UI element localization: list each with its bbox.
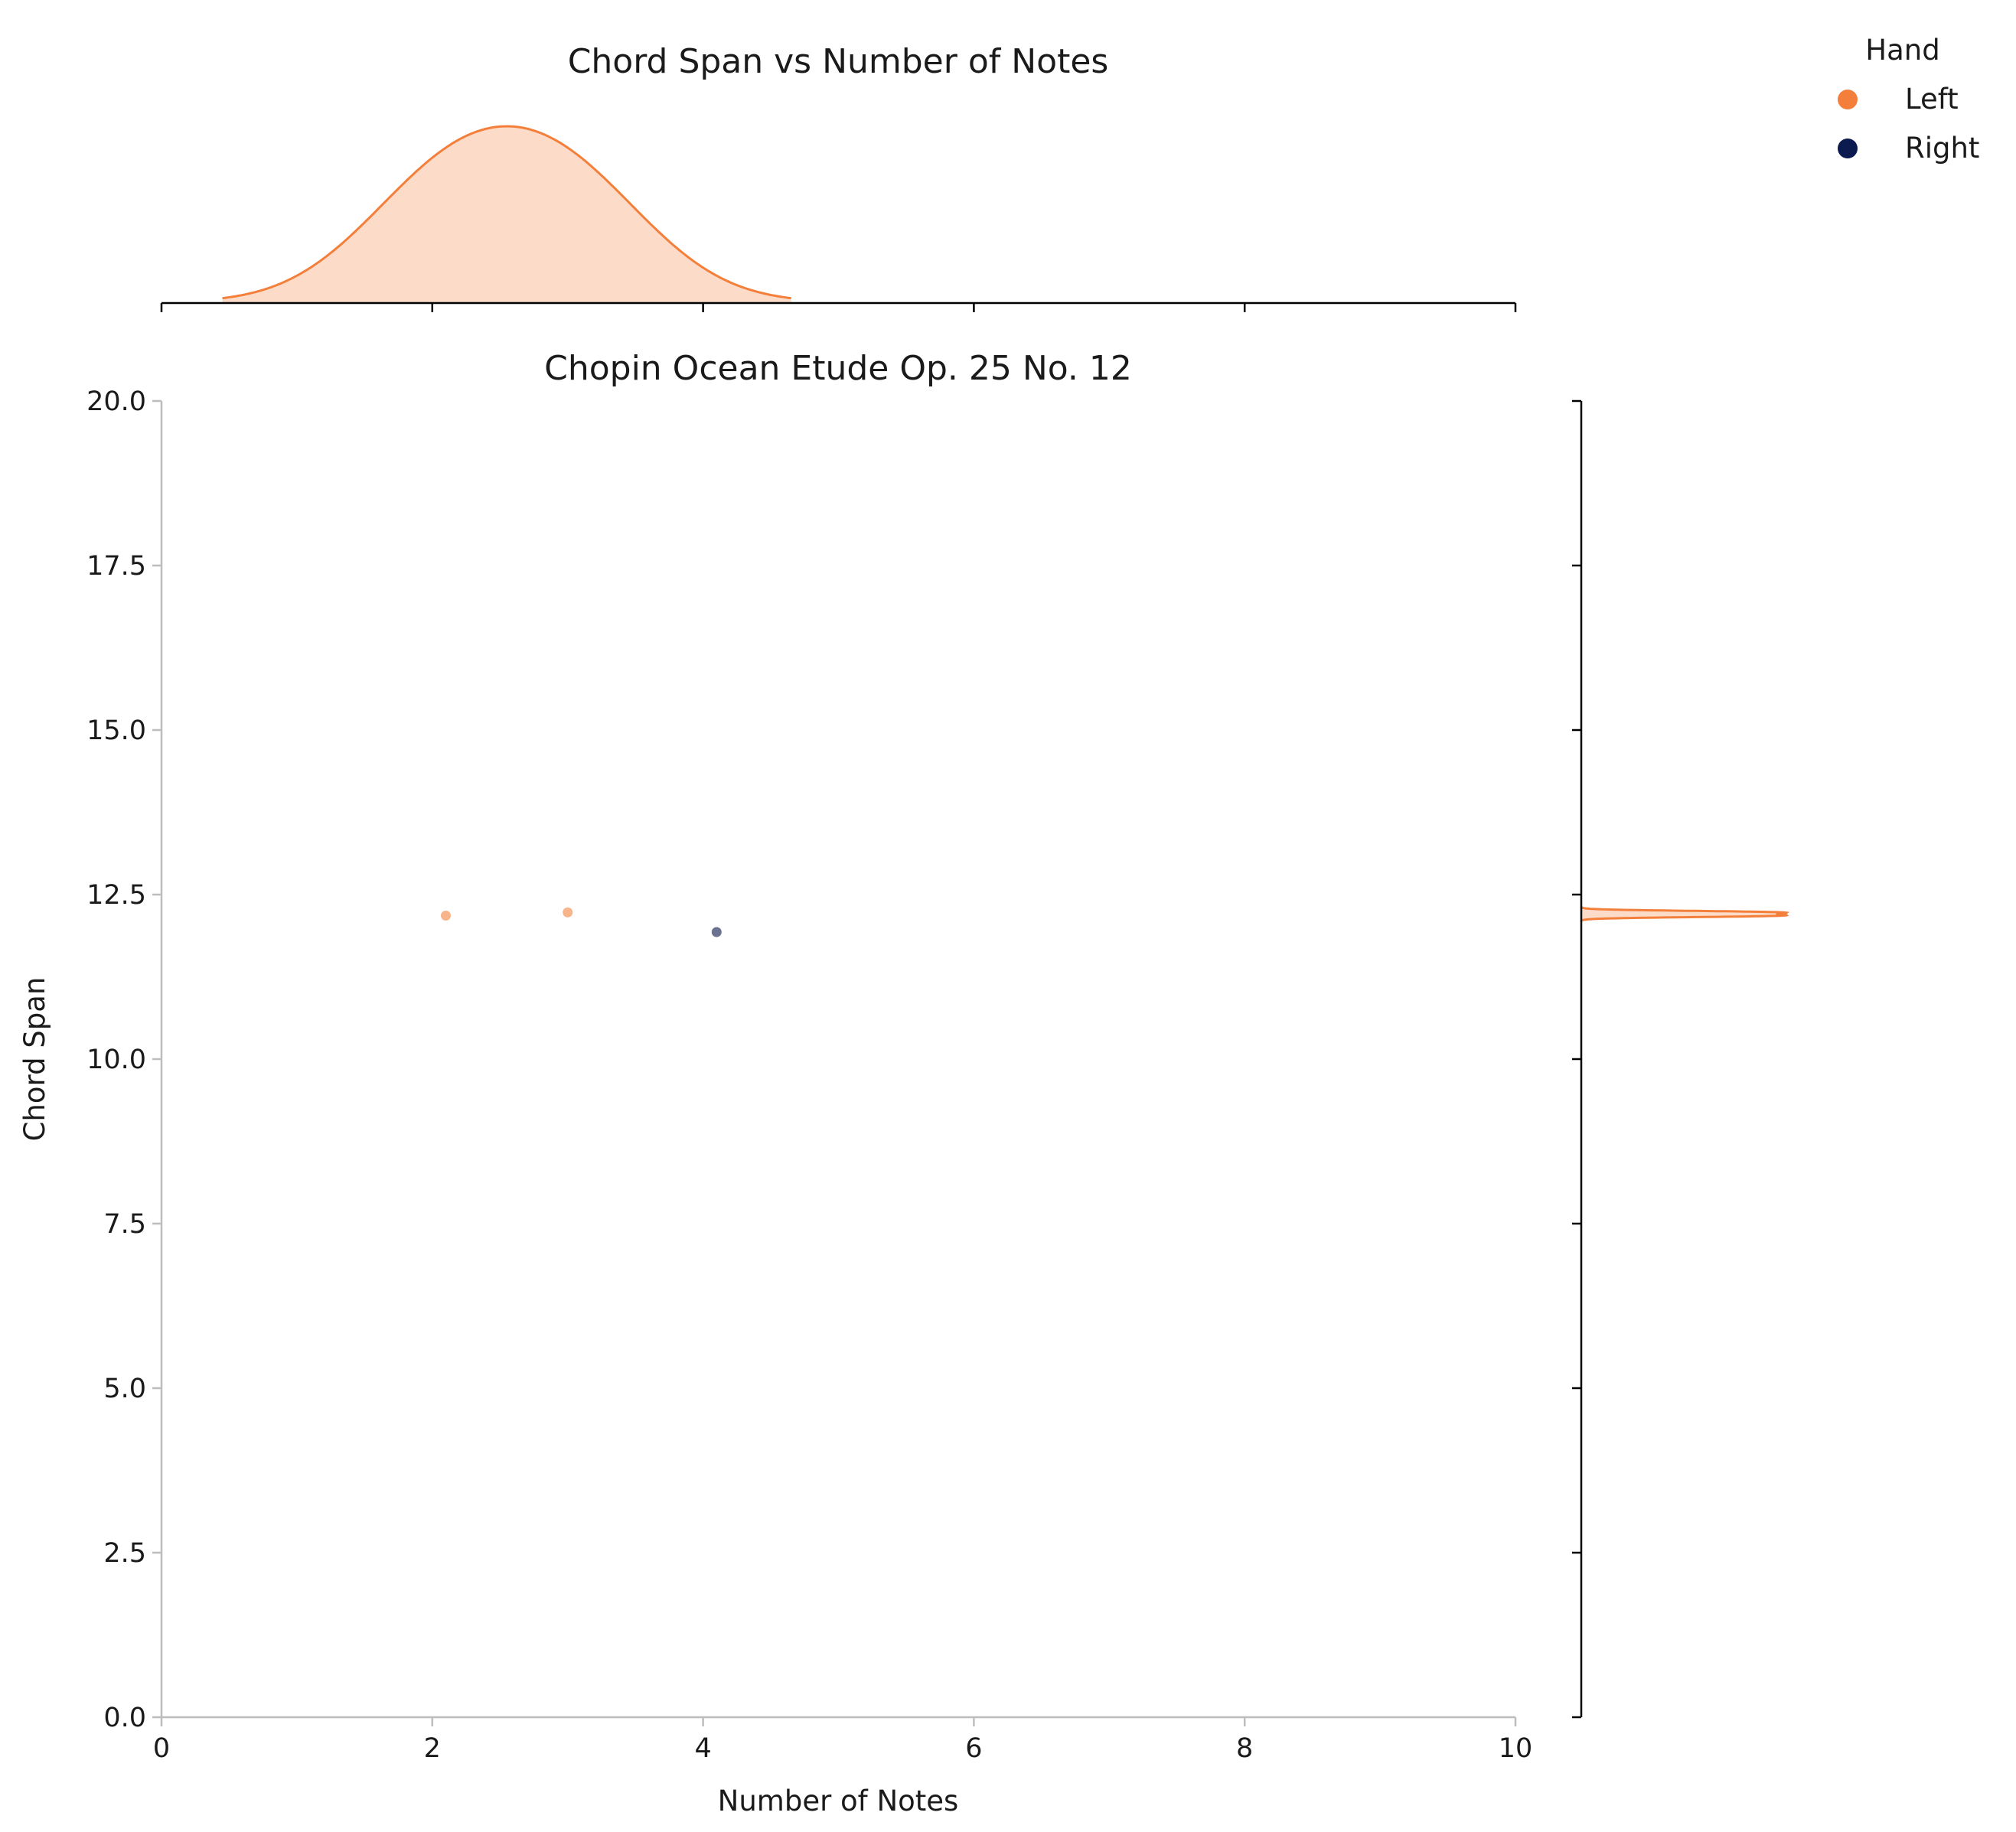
- x-ticks: 0 2 4 6 8 10: [153, 1717, 1532, 1764]
- y-tick-label: 7.5: [103, 1209, 146, 1240]
- right-marginal: [1572, 399, 1790, 1719]
- legend: Hand Left Right: [1838, 34, 1979, 165]
- suptitle: Chord Span vs Number of Notes: [568, 42, 1109, 81]
- y-tick-label: 17.5: [86, 551, 146, 582]
- y-axis-title: Chord Span: [18, 977, 51, 1142]
- x-tick-label: 8: [1236, 1733, 1253, 1764]
- top-kde-fill: [222, 126, 791, 302]
- top-marginal-ticks: [160, 303, 1517, 312]
- scatter-point-left: [440, 911, 451, 921]
- right-marginal-ticks: [1572, 399, 1581, 1719]
- x-tick-label: 0: [153, 1733, 170, 1764]
- y-tick-label: 15.0: [86, 716, 146, 746]
- y-tick-label: 0.0: [103, 1703, 146, 1733]
- y-ticks: 0.0 2.5 5.0 7.5 10.0 12.5 15.0 17.5 20.0: [86, 386, 161, 1733]
- plot-title: Chopin Ocean Etude Op. 25 No. 12: [544, 349, 1132, 388]
- y-tick-label: 2.5: [103, 1538, 146, 1569]
- legend-label-left: Left: [1905, 83, 1959, 116]
- x-axis-title: Number of Notes: [718, 1785, 959, 1817]
- scatter-points: [440, 907, 722, 937]
- x-tick-label: 10: [1499, 1733, 1533, 1764]
- legend-marker-left: [1838, 90, 1858, 109]
- x-tick-label: 2: [424, 1733, 441, 1764]
- main-axes: 0 2 4 6 8 10 0.0 2.5 5.0 7.5 10.0 12.5 15.0 17.5 20.0: [86, 386, 1532, 1764]
- scatter-point-right: [711, 927, 722, 937]
- legend-title: Hand: [1865, 34, 1939, 67]
- y-tick-label: 10.0: [86, 1045, 146, 1075]
- y-tick-label: 20.0: [86, 386, 146, 417]
- legend-label-right: Right: [1905, 132, 1979, 165]
- scatter-point-left: [563, 907, 573, 918]
- top-kde-line: [222, 125, 791, 300]
- x-tick-label: 6: [965, 1733, 982, 1764]
- y-tick-label: 5.0: [103, 1374, 146, 1404]
- x-tick-label: 4: [694, 1733, 711, 1764]
- legend-marker-right: [1838, 139, 1858, 158]
- right-kde-line: [1580, 906, 1790, 922]
- top-marginal: [160, 125, 1517, 312]
- y-tick-label: 12.5: [86, 880, 146, 911]
